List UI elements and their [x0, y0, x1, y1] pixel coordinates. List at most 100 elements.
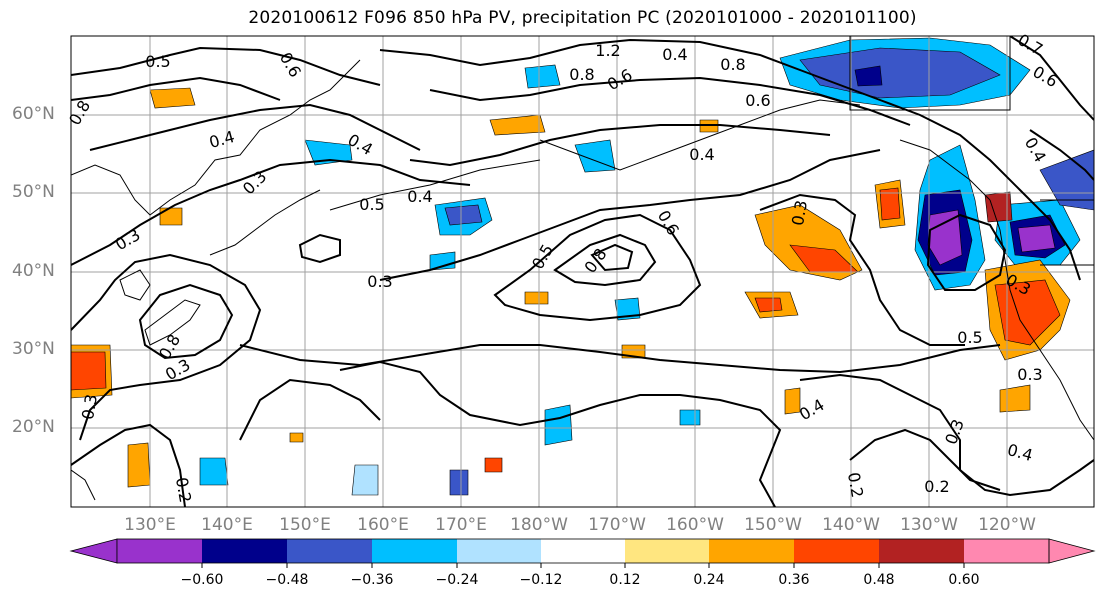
- lon-label: 170°E: [435, 515, 487, 535]
- pv-contour: [298, 233, 341, 264]
- contour-label: 0.3: [367, 272, 392, 291]
- contour-label: 0.5: [957, 328, 982, 347]
- precip-negative-blob: [544, 404, 573, 446]
- precip-negative-blob: [351, 464, 379, 496]
- lon-label: 120°W: [978, 515, 1036, 535]
- colorbar-tick-label: −0.48: [265, 572, 309, 588]
- precip-negative-blob: [854, 65, 883, 87]
- lon-label: 180°W: [510, 515, 568, 535]
- colorbar-tick-label: −0.24: [435, 572, 479, 588]
- region-box: [849, 36, 1011, 111]
- colorbar-bin: [709, 539, 794, 563]
- precip-negative-blob: [524, 64, 561, 89]
- map-frame: [70, 35, 1095, 508]
- coastline-alaska-panhandle: [899, 139, 991, 201]
- pv-contour: [849, 428, 1001, 491]
- lon-label: 160°E: [357, 515, 409, 535]
- lat-label: 40°N: [12, 261, 55, 281]
- pv-contour: [553, 233, 657, 287]
- precip-negative-blob: [679, 409, 701, 426]
- precip-negative-blob: [429, 251, 456, 271]
- map-plot-area: [71, 36, 1094, 507]
- colorbar-bin: [625, 539, 709, 563]
- coastline-na-west: [989, 199, 1094, 441]
- contour-label: 0.8: [569, 65, 594, 84]
- precip-positive-blob: [984, 191, 1013, 223]
- colorbar-extend-min: [69, 538, 118, 564]
- pv-contour: [1009, 36, 1094, 121]
- lat-label: 20°N: [12, 417, 55, 437]
- colorbar-tick-label: −0.60: [180, 572, 224, 588]
- pv-contour: [409, 124, 831, 167]
- precip-positive-blob: [994, 279, 1061, 346]
- lon-label: 150°W: [744, 515, 802, 535]
- pv-contour: [429, 76, 911, 126]
- precip-positive-blob: [784, 387, 801, 415]
- colorbar-tick-label: 0.24: [693, 572, 725, 588]
- map-title: 2020100612 F096 850 hPa PV, precipitatio…: [248, 8, 917, 28]
- colorbar-bin: [202, 539, 287, 563]
- pv-contour: [71, 158, 471, 266]
- contour-label: 0.2: [844, 471, 867, 499]
- coastline-philippines: [71, 469, 96, 501]
- lon-label: 140°E: [201, 515, 253, 535]
- coastline-aleutians: [329, 159, 541, 211]
- colorbar-tick-label: −0.12: [519, 572, 563, 588]
- pv-contour: [493, 213, 702, 322]
- colorbar-tick-label: 0.60: [948, 572, 980, 588]
- contour-label: 0.3: [788, 199, 811, 227]
- coastline-japan: [144, 299, 201, 346]
- coastline-korea: [119, 269, 151, 301]
- lat-label: 60°N: [12, 104, 55, 124]
- contour-label: 0.3: [78, 393, 101, 421]
- pv-contour: [239, 378, 381, 441]
- pv-contour: [89, 103, 421, 151]
- precip-negative-blob: [199, 457, 229, 486]
- coastlines: [71, 59, 1094, 501]
- pv-contour: [926, 213, 1007, 291]
- colorbar: [69, 538, 1096, 568]
- contour-label: 0.5: [145, 52, 170, 71]
- colorbar-bin: [457, 539, 541, 563]
- lon-label: 160°W: [666, 515, 724, 535]
- lon-label: 140°W: [822, 515, 880, 535]
- contour-label: 0.5: [359, 195, 384, 214]
- contour-label: 0.4: [689, 145, 714, 164]
- pv-contour: [71, 253, 262, 441]
- precip-positive-blob: [484, 457, 503, 473]
- pv-contour: [71, 423, 186, 507]
- colorbar-tick-label: 0.48: [863, 572, 895, 588]
- colorbar-bin: [964, 539, 1049, 563]
- precip-positive-blob: [159, 207, 183, 226]
- colorbar-tick-marks: [201, 563, 965, 568]
- lon-label: 150°E: [279, 515, 331, 535]
- pv-contour: [138, 283, 234, 360]
- pv-contour: [759, 193, 965, 346]
- precip-positive-blob: [754, 297, 783, 313]
- precip-positive-blob: [489, 114, 546, 136]
- colorbar-frame: [116, 538, 1050, 564]
- precip-positive-blob: [999, 384, 1031, 413]
- contour-label: 0.6: [745, 91, 770, 110]
- contour-label: 0.2: [924, 477, 949, 496]
- precip-positive-blob: [149, 87, 196, 109]
- colorbar-bin: [541, 539, 625, 563]
- contour-label: 0.2: [172, 476, 195, 504]
- colorbar-bin: [794, 539, 879, 563]
- pv-contour: [71, 46, 381, 86]
- precip-negative-blob: [444, 204, 483, 226]
- pv-contour: [379, 149, 881, 281]
- lat-label: 30°N: [12, 339, 55, 359]
- region-boxes: [849, 36, 1094, 266]
- pv-contour: [379, 38, 1081, 281]
- colorbar-bin: [372, 539, 457, 563]
- coastline-alaska: [539, 99, 861, 171]
- contour-label: 0.4: [662, 45, 687, 64]
- precip-negative-blob: [304, 139, 353, 166]
- coastline-asia: [71, 59, 361, 216]
- lon-label: 170°W: [588, 515, 646, 535]
- precip-positive-blob: [127, 442, 151, 488]
- pv-contour: [1029, 129, 1094, 181]
- precip-positive-blob: [71, 351, 107, 391]
- pv-contour: [71, 76, 281, 101]
